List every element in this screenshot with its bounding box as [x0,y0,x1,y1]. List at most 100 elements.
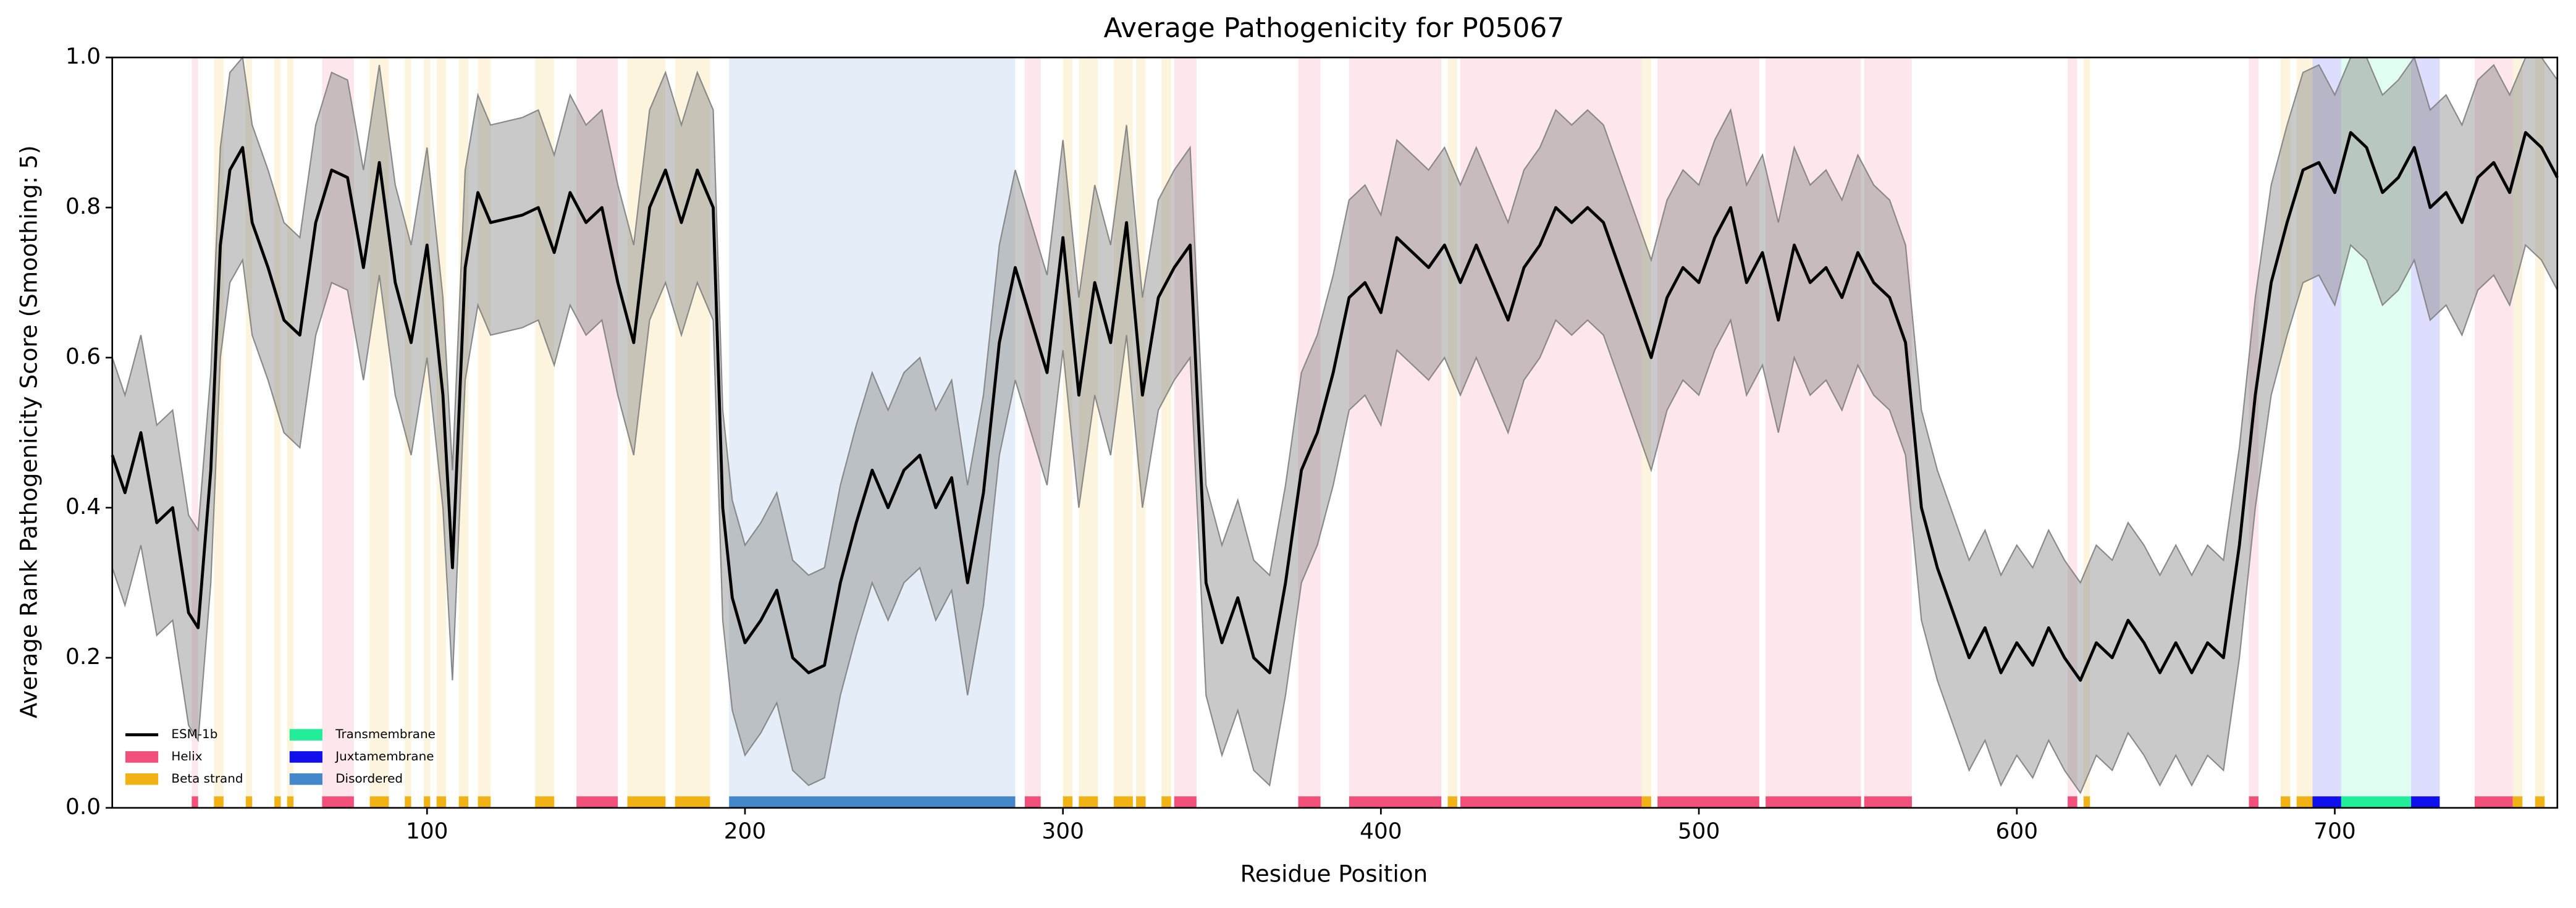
region-shade [424,57,431,808]
region-bar [1460,796,1642,808]
line-layer [111,131,2559,682]
region-bar [1766,796,1861,808]
region-bar [1447,796,1457,808]
region-shade [1136,57,1146,808]
region-shade [1766,57,1861,808]
legend-patch [289,751,322,763]
region-bar [274,796,281,808]
region-bar [245,796,253,808]
region-bar [2535,796,2545,808]
region-bar [369,796,389,808]
x-tick-label: 300 [1042,819,1084,844]
region-bar [1864,796,1912,808]
region-bar [322,796,354,808]
region-bar [2512,796,2523,808]
region-bar [627,796,666,808]
region-bar [675,796,710,808]
region-bars [192,796,2545,808]
region-bar [2249,796,2258,808]
region-shade [1063,57,1073,808]
y-axis-label: Average Rank Pathogenicity Score (Smooth… [15,145,42,718]
region-shade [2474,57,2513,808]
region-bar [1161,796,1171,808]
region-bar [1063,796,1073,808]
y-tick-label: 0.6 [65,344,101,369]
region-bar [535,796,555,808]
legend-label: Disordered [335,771,403,786]
x-tick-label: 200 [724,819,766,844]
legend-label: Helix [171,749,202,763]
region-shade [2249,57,2258,808]
region-shade [369,57,389,808]
region-shade [1079,57,1098,808]
region-bar [2083,796,2090,808]
region-shade [2535,57,2545,808]
region-bar [1174,796,1197,808]
region-shade [2411,57,2440,808]
region-bar [2341,796,2412,808]
region-bar [729,796,1016,808]
region-bar [1657,796,1759,808]
region-bar [436,796,447,808]
region-shade [436,57,447,808]
region-shade [287,57,294,808]
y-tick-label: 1.0 [65,44,101,69]
legend-patch [289,773,322,785]
x-tick-label: 100 [406,819,448,844]
legend-label: Juxtamembrane [334,749,434,763]
x-tick-label: 600 [1996,819,2038,844]
region-shade [2281,57,2291,808]
y-tick-label: 0.2 [65,644,101,670]
region-shade [1174,57,1197,808]
region-bar [424,796,431,808]
region-shade [274,57,281,808]
region-shade [2512,57,2523,808]
legend-patch [125,773,159,785]
region-shade [2341,57,2412,808]
region-bar [2312,796,2341,808]
region-shade [1641,57,1651,808]
region-bar [405,796,411,808]
region-shading [192,57,2545,808]
region-shade [1657,57,1759,808]
x-tick-label: 500 [1678,819,1720,844]
region-bar [1136,796,1146,808]
legend: ESM-1b Helix Beta strand Transmembrane Juxta… [125,727,436,786]
region-shade [245,57,253,808]
region-shade [405,57,411,808]
region-shade [535,57,555,808]
x-tick-label: 400 [1360,819,1402,844]
y-tick-label: 0.8 [65,194,101,219]
plot-frame [111,56,2559,809]
region-bar [1024,796,1041,808]
region-bar [2474,796,2513,808]
region-bar [478,796,491,808]
region-shade [576,57,618,808]
region-shade [1349,57,1442,808]
region-bar [1298,796,1321,808]
region-bar [576,796,618,808]
legend-patch [289,729,322,741]
region-bar [287,796,294,808]
y-tick-label: 0.4 [65,494,101,519]
region-bar [2281,796,2291,808]
chart-title: Average Pathogenicity for P05067 [1104,12,1565,44]
legend-label: ESM-1b [171,727,217,741]
legend-label: Transmembrane [335,727,436,741]
region-shade [729,57,1016,808]
region-shade [1161,57,1171,808]
region-shade [478,57,491,808]
region-bar [1641,796,1651,808]
y-tick-label: 0.0 [65,794,101,820]
region-shade [2068,57,2077,808]
region-bar [1114,796,1133,808]
region-bar [2068,796,2077,808]
legend-label: Beta strand [171,771,243,786]
region-bar [2296,796,2313,808]
region-bar [458,796,469,808]
region-bar [1349,796,1442,808]
legend-patch [125,751,159,763]
x-axis-label: Residue Position [1240,860,1428,887]
